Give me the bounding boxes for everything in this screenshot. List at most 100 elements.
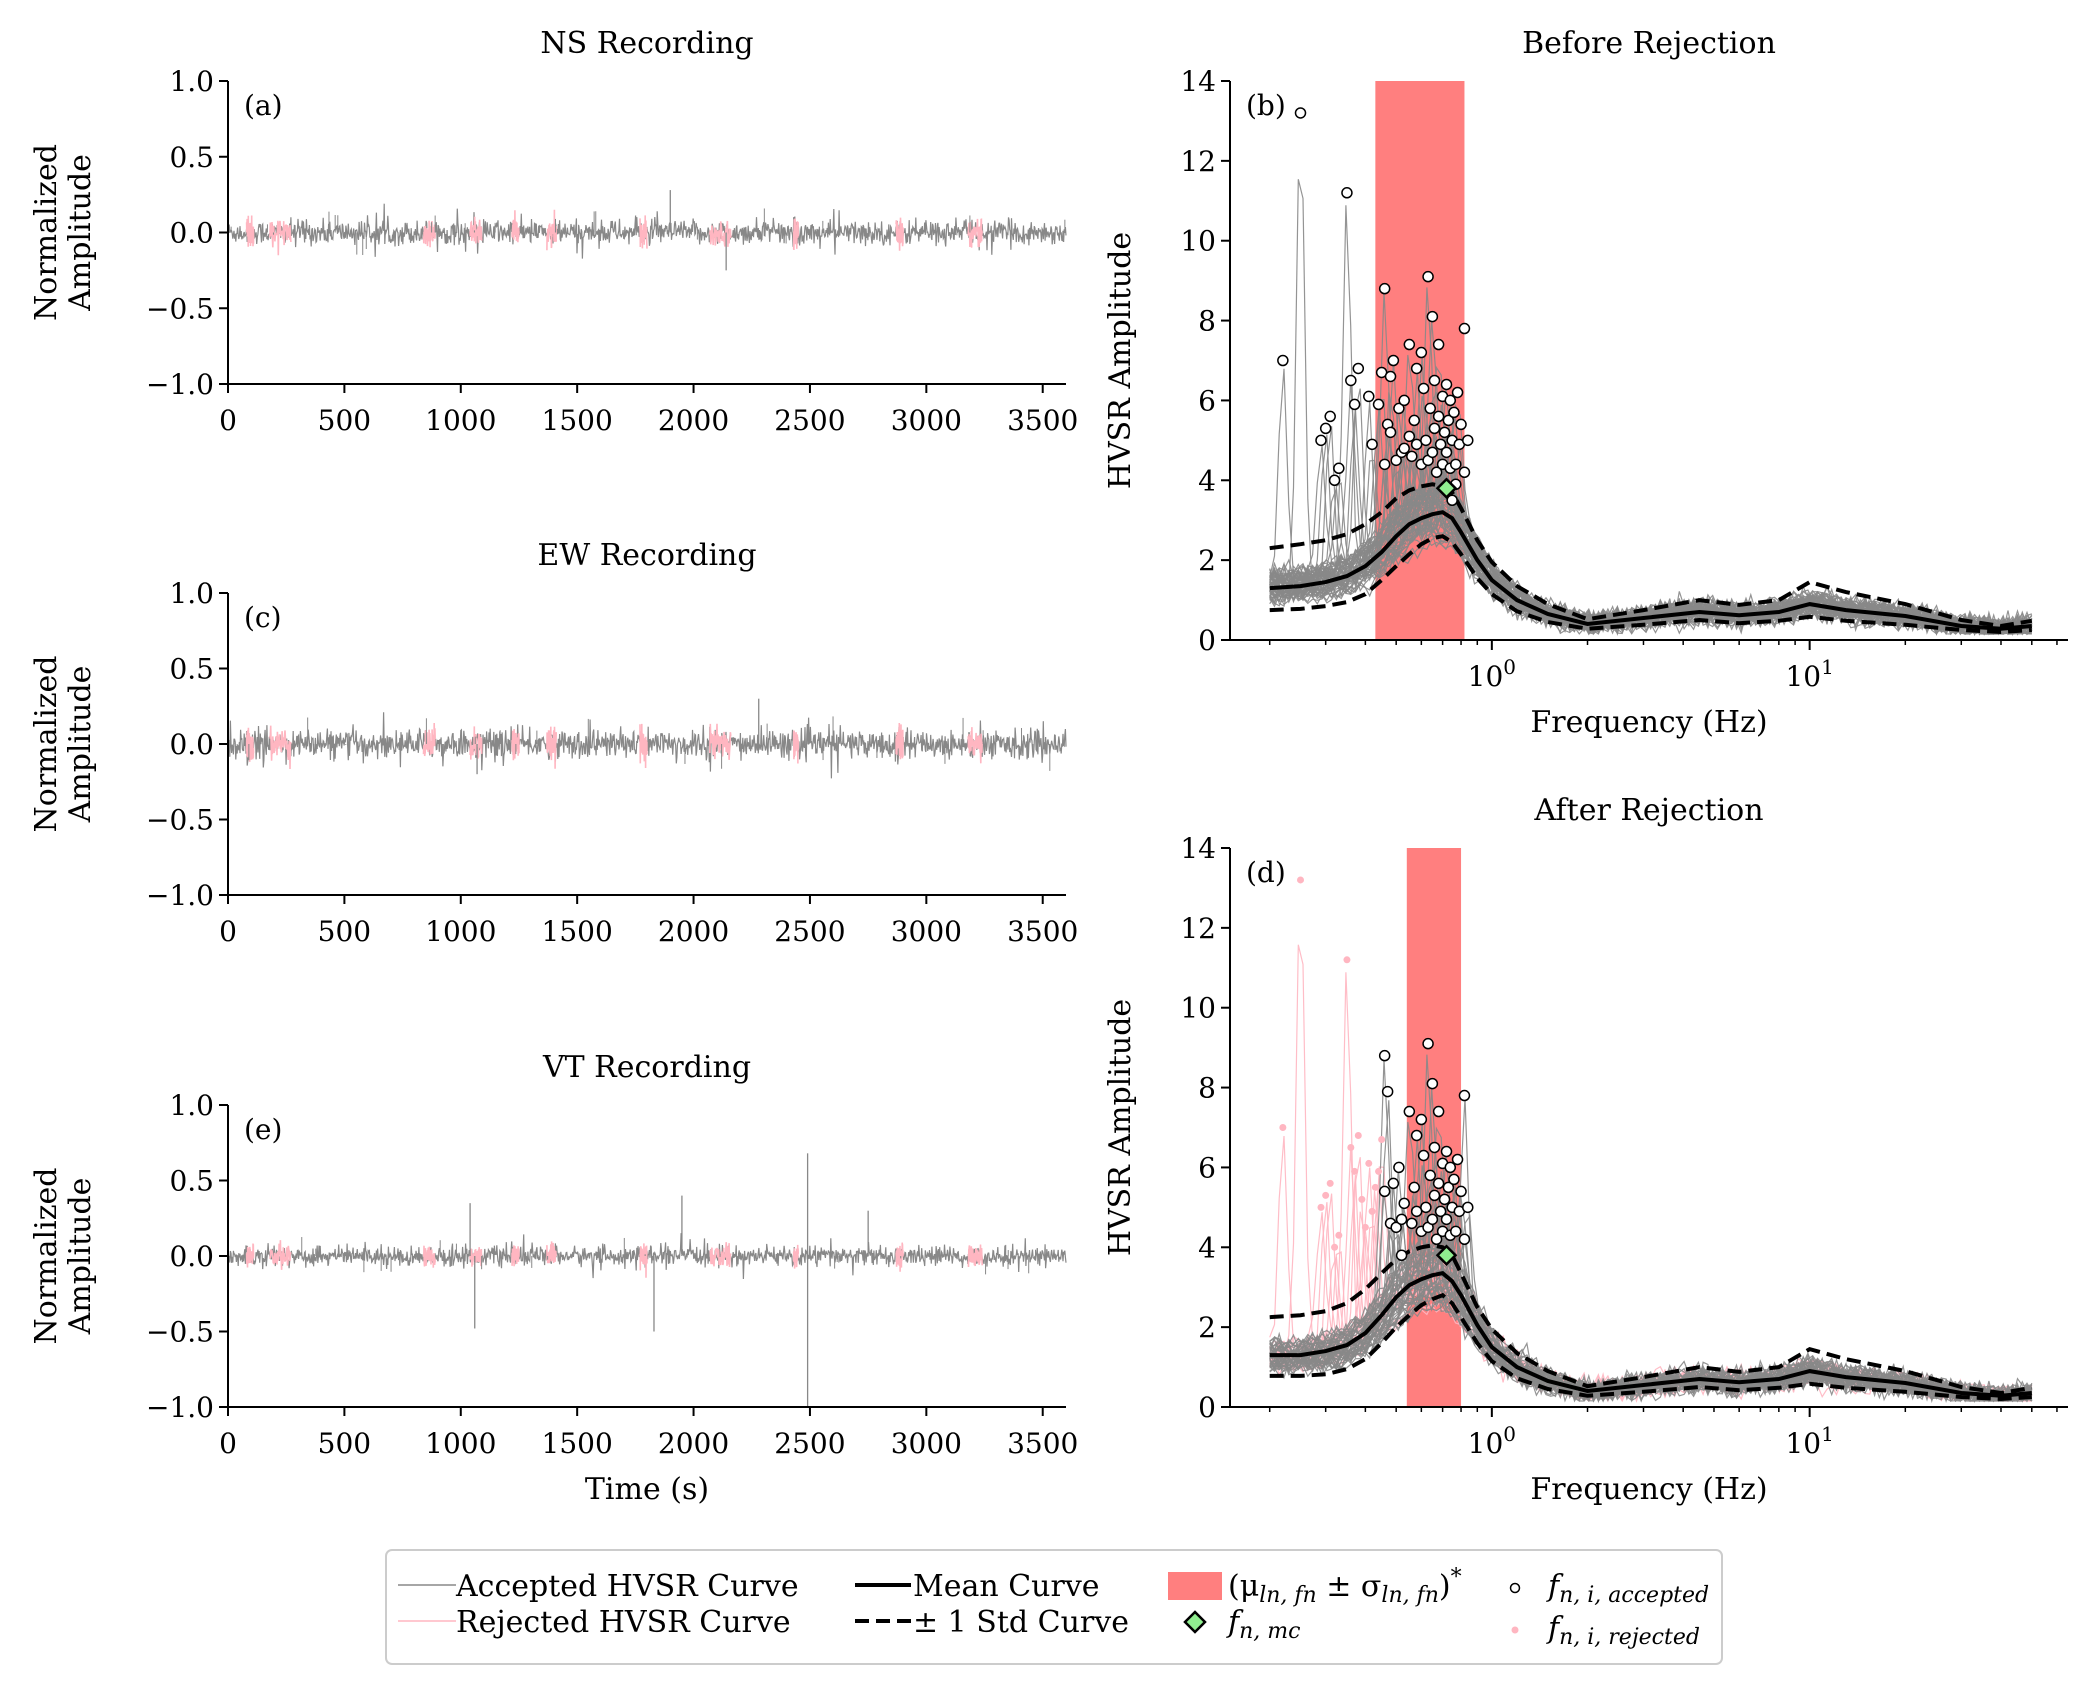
peak-accepted (1458, 466, 1471, 479)
x-tick-label: 1000 (425, 404, 496, 437)
peak-accepted (1440, 1213, 1453, 1226)
x-tick-label: 101 (1785, 655, 1833, 693)
y-tick-label: 12 (1180, 912, 1216, 945)
legend-rejected-label: Rejected HVSR Curve (456, 1605, 791, 1640)
panel-tag: (d) (1246, 856, 1286, 889)
peak-rejected (1297, 876, 1305, 884)
x-tick-label: 100 (1468, 655, 1516, 693)
peak-accepted (1408, 414, 1421, 427)
y-axis-label-line: Amplitude (63, 1178, 98, 1336)
rejected-window-trace (792, 1244, 800, 1269)
peak-accepted (1442, 414, 1455, 427)
y-axis-label-line: Normalized (29, 144, 64, 321)
y-tick-label: 2 (1198, 1311, 1216, 1344)
x-tick-label: 2000 (658, 1427, 729, 1460)
peak-accepted (1410, 1205, 1423, 1218)
rejected-window-trace (469, 1247, 483, 1267)
rejected-window-trace (967, 218, 983, 248)
accepted-hvsr-curve (1269, 401, 2033, 636)
std-lower-curve (1269, 534, 2032, 635)
std-upper-curve (1269, 1243, 2033, 1396)
y-tick-label: 0.0 (169, 217, 214, 250)
y-tick-label: −1.0 (146, 368, 214, 401)
peak-rejected (1279, 1124, 1287, 1131)
y-tick-label: 8 (1198, 1072, 1216, 1105)
peak-accepted (1403, 430, 1416, 443)
rejected-window-trace (546, 1241, 557, 1264)
x-tick-base: 10 (1785, 660, 1821, 693)
peak-accepted (1333, 462, 1345, 475)
x-tick-exponent: 0 (1503, 655, 1516, 679)
y-tick-label: −0.5 (146, 804, 214, 837)
accepted-hvsr-curve (1269, 1086, 2032, 1403)
peak-accepted (1451, 386, 1464, 399)
peak-accepted (1455, 1185, 1467, 1198)
peak-rejected (1354, 1131, 1362, 1139)
x-tick-label: 2000 (658, 404, 729, 437)
y-tick-label: 0 (1198, 1391, 1216, 1424)
panel-a: NS Recording (a) −1.0 −0.5 0.0 0.5 1.0 0 500 1000… (29, 26, 1078, 437)
x-tick-label: 3000 (891, 1427, 962, 1460)
y-axis-label: HVSR Amplitude (1103, 999, 1138, 1256)
x-tick-label: 1000 (425, 1427, 496, 1460)
plot-area (227, 190, 1067, 271)
peak-accepted (1424, 402, 1436, 415)
peak-rejected (1361, 1223, 1369, 1231)
y-tick-label: 6 (1198, 1151, 1216, 1184)
peak-accepted (1462, 1201, 1474, 1214)
rejected-window-trace (639, 723, 648, 769)
legend-mean-label: Mean Curve (913, 1569, 1100, 1604)
peak-accepted (1348, 398, 1361, 411)
x-tick-label: 1500 (542, 915, 613, 948)
rejected-window-trace (639, 215, 648, 249)
y-tick-label: 0 (1198, 624, 1216, 657)
peak-accepted (1406, 1217, 1418, 1230)
legend-peak-rejected-label: fn, i, rejected (1546, 1611, 1700, 1650)
x-tick-label: 3000 (891, 404, 962, 437)
x-tick-label: 0 (219, 915, 237, 948)
y-axis-label: NormalizedAmplitude (29, 1168, 98, 1345)
rejected-window-trace (269, 220, 292, 256)
fn-mc-marker (1435, 477, 1458, 500)
rejected-window-trace (269, 725, 292, 770)
x-tick-label: 2500 (774, 915, 845, 948)
y-axis-label-line: Normalized (29, 1168, 64, 1345)
rejected-window-trace (967, 727, 983, 764)
y-tick-label: 1.0 (169, 577, 214, 610)
peak-accepted (1426, 1077, 1439, 1090)
legend-band-swatch (1168, 1572, 1222, 1600)
y-axis-label: NormalizedAmplitude (29, 144, 98, 321)
peak-accepted (1432, 1105, 1445, 1118)
rejected-window-trace (895, 1242, 904, 1272)
rejected-window-trace (469, 726, 483, 760)
peak-rejected (1375, 1167, 1383, 1175)
rejected-window-trace (245, 1243, 255, 1268)
rejected-window-trace (895, 217, 904, 251)
peak-rejected (1347, 1143, 1355, 1151)
peak-accepted (1410, 1129, 1423, 1142)
x-tick-label: 3500 (1007, 1427, 1078, 1460)
peak-accepted (1415, 1113, 1428, 1126)
peak-accepted (1446, 494, 1458, 506)
y-axis-label: NormalizedAmplitude (29, 656, 98, 833)
peak-accepted (1426, 1213, 1439, 1226)
peak-accepted (1352, 362, 1365, 375)
rejected-window-trace (245, 727, 255, 762)
peak-accepted (1428, 422, 1441, 435)
y-tick-label: 10 (1180, 225, 1216, 258)
x-tick-base: 10 (1785, 1427, 1821, 1460)
peak-rejected (1368, 1207, 1376, 1215)
peak-accepted (1393, 1161, 1405, 1174)
x-tick-label: 0 (219, 1427, 237, 1460)
legend-accepted-label: Accepted HVSR Curve (455, 1569, 799, 1604)
peak-accepted (1448, 1173, 1460, 1186)
peak-accepted (1444, 394, 1457, 407)
legend-peak-accepted-marker (1509, 1582, 1521, 1594)
peak-accepted (1387, 354, 1400, 367)
accepted-hvsr-curve (1269, 1167, 2032, 1398)
rejected-window-trace (469, 216, 483, 244)
mean-curve (1269, 1271, 2032, 1398)
peak-accepted (1450, 1225, 1462, 1238)
plot-area (1269, 81, 2033, 640)
